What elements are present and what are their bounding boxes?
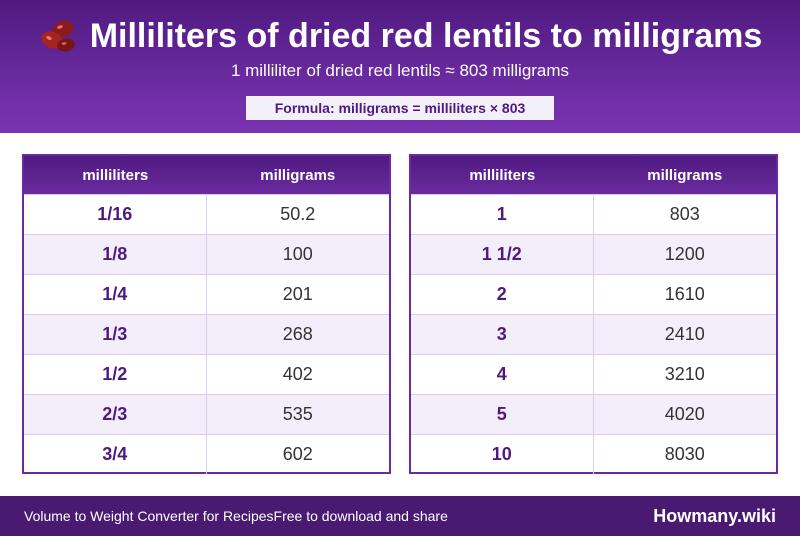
- footer-share-label: Free to download and share: [273, 508, 448, 524]
- column-header-milligrams: milligrams: [260, 166, 336, 184]
- milliliters-cell: 1: [411, 195, 594, 234]
- milliliters-cell: 1/2: [24, 355, 207, 394]
- footer-converter-label: Volume to Weight Converter for Recipes: [24, 508, 274, 524]
- milliliters-cell: 10: [411, 435, 594, 474]
- table-body: 1/16 50.2 1/8 100 1/4 201 1/3 268 1/2 402 2/3…: [24, 194, 389, 474]
- table-row: 2/3 535: [24, 394, 389, 434]
- milliliters-cell: 1/4: [24, 275, 207, 314]
- footer-bar: Volume to Weight Converter for Recipes F…: [0, 496, 800, 536]
- milliliters-cell: 5: [411, 395, 594, 434]
- milligrams-cell: 2410: [664, 324, 705, 344]
- page-title: Milliliters of dried red lentils to mill…: [89, 16, 763, 55]
- milliliters-cell: 3/4: [24, 435, 207, 474]
- column-header-milliliters: milliliters: [469, 166, 536, 184]
- table-row: 4 3210: [411, 354, 776, 394]
- milligrams-cell: 3210: [664, 364, 705, 384]
- table-row: 5 4020: [411, 394, 776, 434]
- table-row: 1 803: [411, 194, 776, 234]
- milligrams-cell: 535: [282, 404, 313, 424]
- title-row: Milliliters of dried red lentils to mill…: [0, 14, 800, 58]
- footer-brand[interactable]: Howmany.wiki: [653, 505, 776, 526]
- milligrams-cell: 602: [282, 444, 313, 464]
- table-row: 1 1/2 1200: [411, 234, 776, 274]
- table-row: 3 2410: [411, 314, 776, 354]
- milligrams-cell: 8030: [664, 444, 705, 464]
- table-row: 1/4 201: [24, 274, 389, 314]
- milligrams-cell: 402: [282, 364, 313, 384]
- table-row: 1/2 402: [24, 354, 389, 394]
- header-banner: Milliliters of dried red lentils to mill…: [0, 0, 800, 133]
- milliliters-cell: 2/3: [24, 395, 207, 434]
- table-row: 1/8 100: [24, 234, 389, 274]
- milliliters-cell: 4: [411, 355, 594, 394]
- milligrams-cell: 1610: [664, 284, 705, 304]
- milligrams-cell: 268: [282, 324, 313, 344]
- formula-box: Formula: milligrams = milliliters × 803: [246, 96, 554, 120]
- table-row: 2 1610: [411, 274, 776, 314]
- milliliters-cell: 1/8: [24, 235, 207, 274]
- conversion-table-left: milliliters milligrams 1/16 50.2 1/8 100 1…: [22, 154, 391, 474]
- milligrams-cell: 4020: [664, 404, 705, 424]
- table-header: milliliters milligrams: [24, 156, 389, 194]
- table-row: 1/16 50.2: [24, 194, 389, 234]
- table-header: milliliters milligrams: [411, 156, 776, 194]
- milliliters-cell: 2: [411, 275, 594, 314]
- milliliters-cell: 1/3: [24, 315, 207, 354]
- milliliters-cell: 1/16: [24, 195, 207, 234]
- milligrams-cell: 100: [282, 244, 313, 264]
- table-row: 1/3 268: [24, 314, 389, 354]
- table-body: 1 803 1 1/2 1200 2 1610 3 2410 4 3210 5 4020 1…: [411, 194, 776, 474]
- page-subtitle: 1 milliliter of dried red lentils ≈ 803 …: [230, 61, 570, 80]
- red-lentils-icon: [41, 20, 75, 52]
- milligrams-cell: 50.2: [280, 204, 316, 224]
- column-header-milligrams: milligrams: [647, 166, 723, 184]
- milligrams-cell: 1200: [664, 244, 705, 264]
- milligrams-cell: 803: [669, 204, 700, 224]
- milliliters-cell: 1 1/2: [411, 235, 594, 274]
- milligrams-cell: 201: [282, 284, 313, 304]
- table-row: 10 8030: [411, 434, 776, 474]
- column-header-milliliters: milliliters: [82, 166, 149, 184]
- milliliters-cell: 3: [411, 315, 594, 354]
- table-row: 3/4 602: [24, 434, 389, 474]
